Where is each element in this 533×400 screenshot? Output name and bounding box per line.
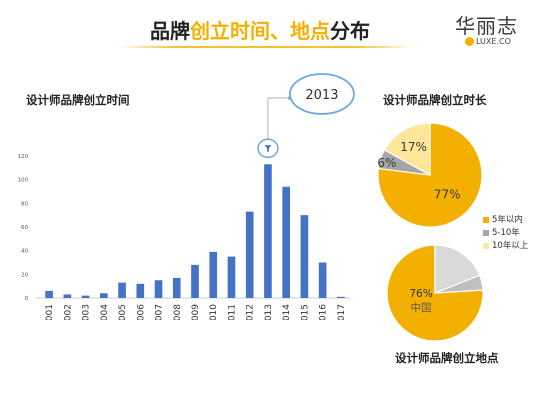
duration-pie-title: 设计师品牌创立时长 [383,93,487,107]
x-tick-label: 2001 [45,304,55,320]
x-tick-label: 2015 [300,304,310,320]
duration-pie-slice-label: 6% [377,156,396,170]
x-tick-label: 2005 [118,304,128,320]
legend-label: 5-10年 [492,228,520,238]
x-tick-label: 2014 [282,304,292,320]
bar [264,164,272,298]
bar [136,283,145,298]
legend-item: 5-10年 [483,227,528,240]
location-pie-slice [434,274,484,294]
title-underline [118,46,414,48]
bar [245,211,254,298]
bar [318,262,327,298]
bar [227,256,236,298]
x-tick-label: 2012 [246,304,256,320]
bar [282,186,291,298]
callout-year-label: 2013 [305,88,338,103]
bar-chart: 0 20 40 60 80 100 120 2001 2002 2003 2004 2005 2006 2… [18,73,355,320]
legend-swatch [483,229,489,236]
bar [81,295,90,298]
legend-label: 10年以上 [492,241,529,251]
bar [45,290,53,298]
y-tick-label: 100 [18,178,29,184]
y-tick-label: 0 [25,296,29,302]
bar [337,296,345,298]
x-tick-label: 2013 [264,304,274,320]
title-part-3: 分布 [330,19,370,43]
x-tick-label: 2007 [155,304,165,320]
duration-pie-legend: 5年以内 5-10年 10年以上 [483,214,528,253]
legend-swatch [483,216,489,223]
x-tick-label: 2017 [337,304,347,320]
bar [300,215,309,298]
x-tick-label: 2011 [227,304,237,320]
location-pie-slice-label: 76% [409,288,432,300]
bar [209,251,218,298]
legend-label: 5年以内 [492,215,523,225]
legend-swatch [483,242,489,249]
bar [154,280,163,298]
x-tick-label: 2004 [100,304,110,320]
location-pie-slice [434,244,481,294]
duration-pie-chart: 77% 6% 17% [377,122,483,228]
x-tick-label: 2003 [82,304,92,320]
legend-item: 10年以上 [483,240,528,253]
bar [118,282,126,298]
logo-dot-icon [465,37,474,46]
duration-pie-slice [377,122,483,228]
y-tick-label: 60 [21,225,28,231]
logo-subtext: LUXE.CO [465,37,511,46]
y-tick-label: 20 [21,272,28,278]
x-tick-label: 2002 [63,304,73,320]
legend-item: 5年以内 [483,214,528,227]
bar [172,277,181,298]
bar-chart-title: 设计师品牌创立时间 [26,93,130,107]
y-tick-label: 80 [21,201,28,207]
location-pie-inner-label: 中国 [411,301,432,314]
location-pie-title: 设计师品牌创立地点 [395,351,499,365]
title-part-2: 创立时间、地点 [190,19,330,43]
x-tick-label: 2010 [209,304,219,320]
brand-logo: 华丽志 LUXE.CO [455,10,525,54]
x-tick-label: 2016 [319,304,329,320]
callout-bubble [289,73,355,115]
bar [63,294,72,298]
bar [191,264,199,298]
x-tick-label: 2008 [173,304,183,320]
x-tick-label: 2006 [136,304,146,320]
duration-pie-slice-label: 77% [434,188,461,202]
title-part-1: 品牌 [150,19,190,43]
y-tick-label: 120 [18,154,29,160]
page-title: 品牌创立时间、地点分布 [110,14,410,48]
y-tick-label: 40 [21,249,28,255]
duration-pie-slice-label: 17% [400,140,427,154]
location-pie-chart: 76%中国 [386,244,484,342]
logo-sub-label: LUXE.CO [476,37,511,46]
x-tick-label: 2009 [191,304,201,320]
funnel-icon [264,145,272,152]
logo-text: 华丽志 [455,14,518,38]
duration-pie-slice [383,122,431,177]
bar [99,293,108,298]
